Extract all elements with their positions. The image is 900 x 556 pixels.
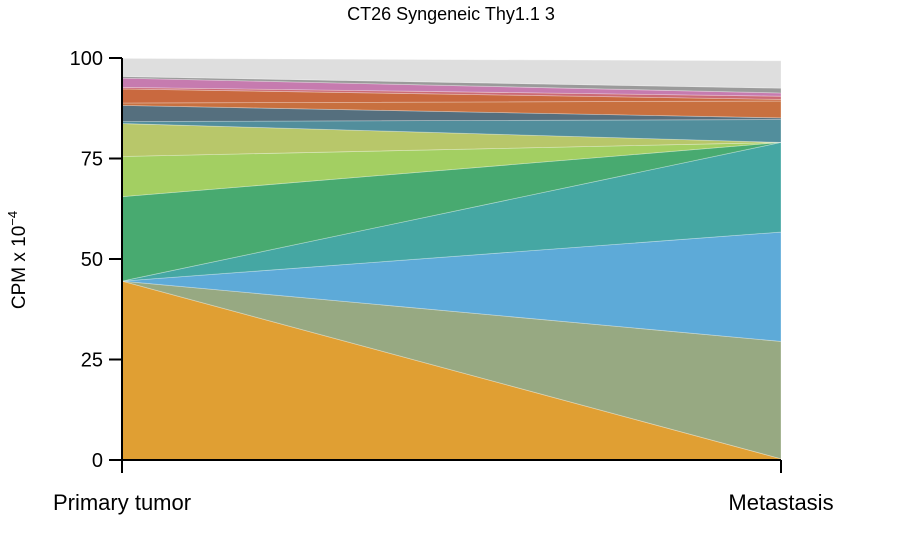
area-band-2 [121,280,782,460]
y-axis: 0 25 50 75 100 [70,48,123,472]
y-ticks: 0 25 50 75 100 [70,48,122,472]
y-tick-label-50: 50 [81,249,103,271]
y-axis-label: CPM x 10−4 [5,211,30,309]
x-tick-label-primary-tumor: Primary tumor [53,490,191,515]
y-tick-label-25: 25 [81,350,103,372]
chart-title: CT26 Syngeneic Thy1.1 3 [347,4,555,24]
area-bands [121,57,782,461]
y-tick-label-100: 100 [70,48,103,70]
y-tick-label-0: 0 [92,450,103,472]
y-tick-label-75: 75 [81,149,103,171]
x-axis: Primary tumor Metastasis [53,459,834,515]
y-axis-label-base: CPM x 10 [9,226,30,309]
y-axis-label-exponent: −4 [5,211,20,226]
x-tick-label-metastasis: Metastasis [728,490,833,515]
